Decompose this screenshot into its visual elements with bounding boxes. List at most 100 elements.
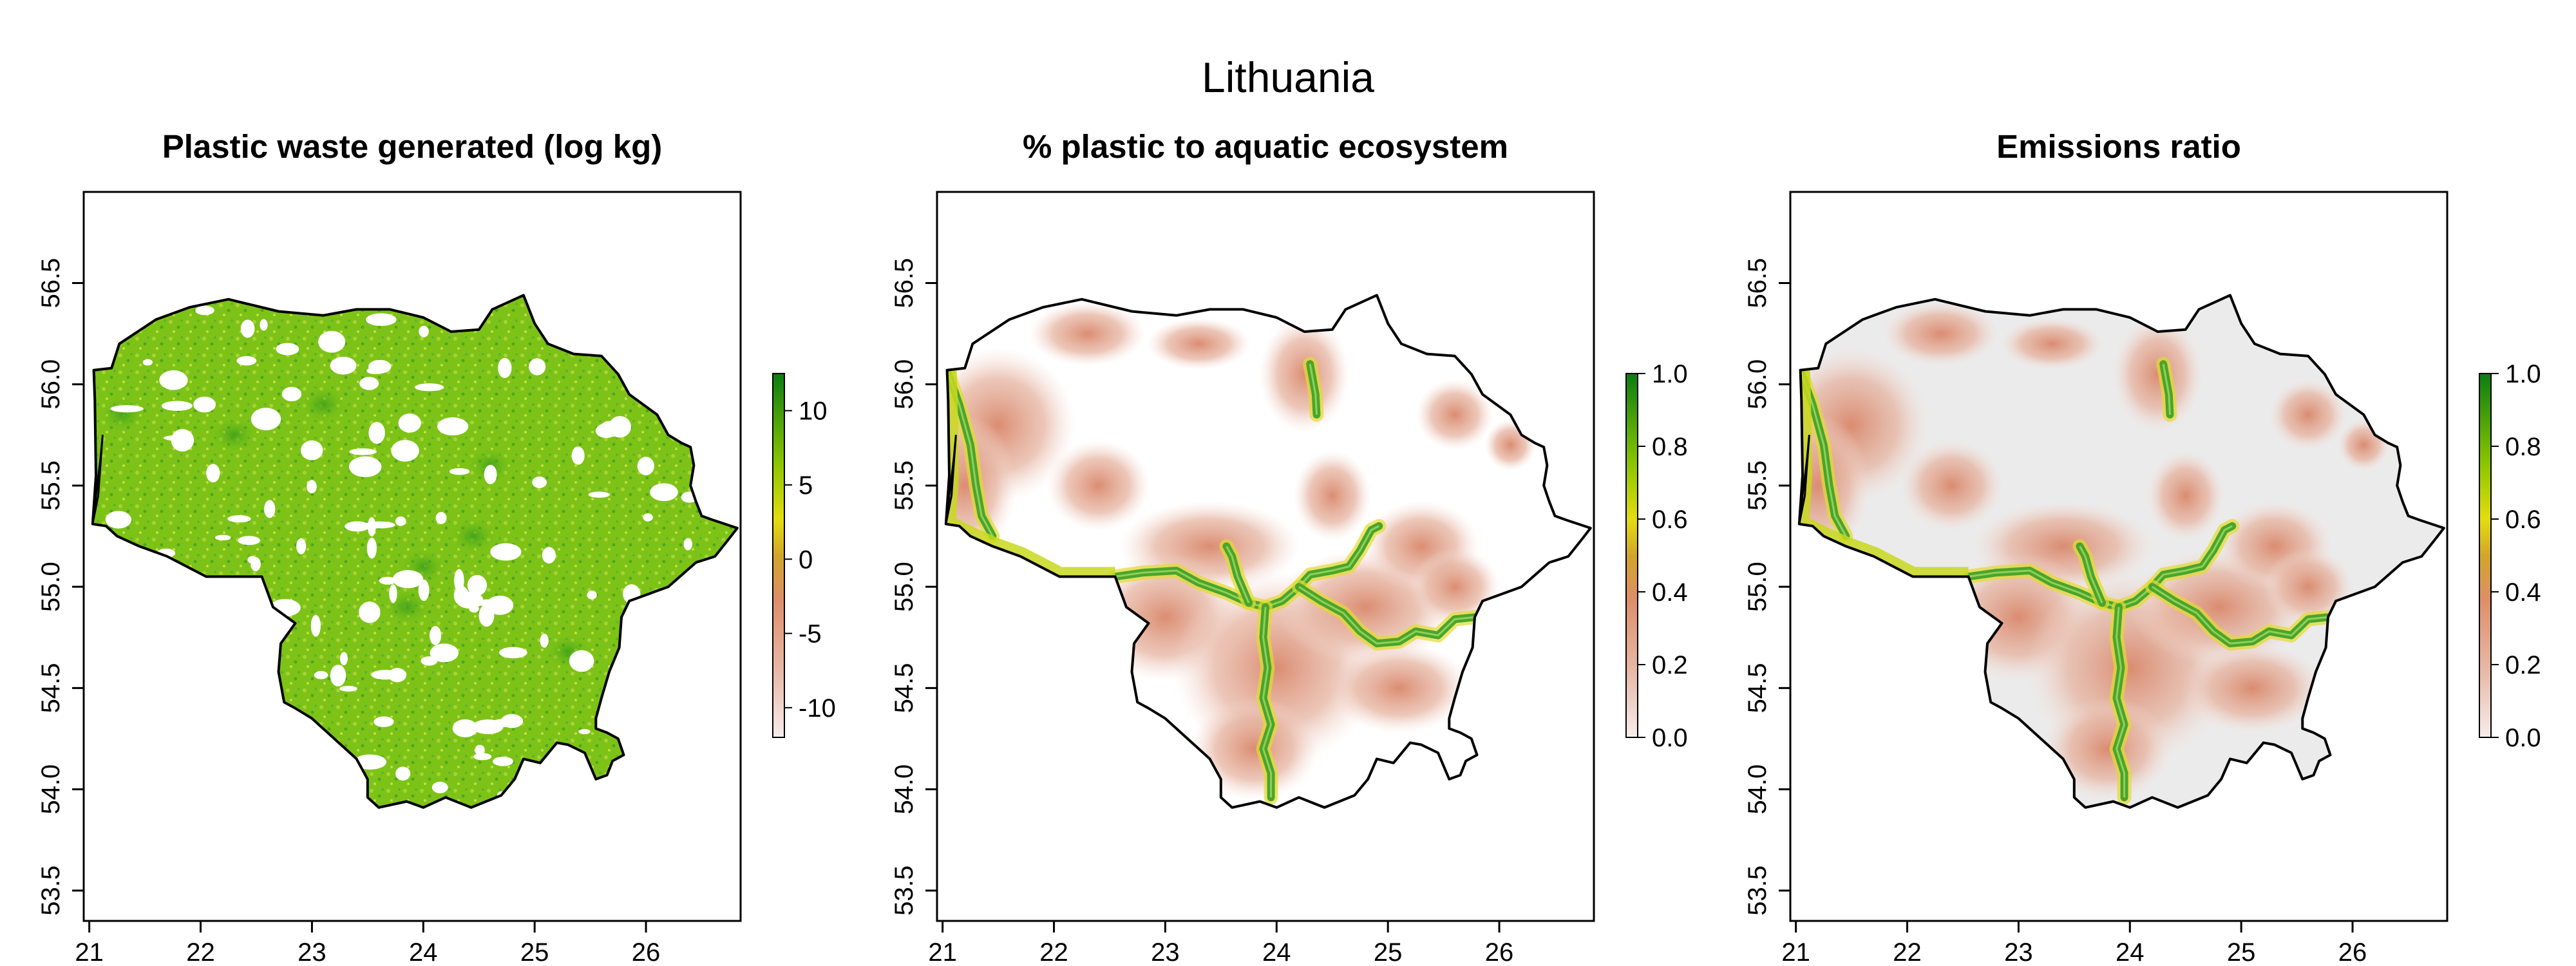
x-tick-label: 23 [2004, 938, 2033, 966]
raster-gap [339, 652, 348, 665]
x-tick-label: 24 [1262, 938, 1291, 966]
legend-tick-label: 0.6 [2505, 506, 2541, 534]
raster-gap [100, 642, 124, 649]
raster-gap [188, 786, 218, 808]
raster-gap [171, 429, 194, 452]
raster-gap [419, 325, 429, 337]
raster-gap [349, 448, 377, 455]
country-outline [944, 294, 1592, 809]
raster-gap [249, 678, 276, 686]
y-tick-label: 55.5 [1743, 460, 1772, 511]
raster-gap [238, 536, 261, 545]
x-tick-label: 26 [632, 938, 661, 966]
y-tick-label: 56.0 [37, 359, 65, 410]
raster-gap [605, 319, 625, 334]
raster-gap [110, 405, 144, 413]
x-tick-label: 21 [75, 938, 104, 966]
raster-hotspot [1189, 697, 1319, 800]
raster-gap [298, 776, 308, 795]
raster-hotspot [1029, 301, 1146, 366]
raster-gap [588, 491, 611, 498]
legend-tick-label: 0.4 [1652, 578, 1688, 607]
river-core [2152, 585, 2329, 645]
panel-emissions-ratio: 21 22 23 24 25 26 53.5 54.0 54.5 55.0 55.5 56.0 56.5… [1743, 191, 2541, 966]
x-tick-label: 25 [520, 938, 549, 966]
raster-gap [490, 543, 522, 561]
raster-gap [571, 446, 585, 465]
raster-gap [379, 576, 397, 585]
legend-tick-label: 0.0 [2505, 724, 2541, 752]
raster-gap [676, 631, 695, 645]
raster-gap [158, 574, 191, 583]
raster-gap [359, 377, 379, 390]
raster-hotspot [1882, 301, 1999, 366]
raster-gap [142, 359, 153, 366]
raster-gap [371, 670, 399, 680]
raster-gap [276, 343, 299, 355]
raster-gap [296, 743, 321, 752]
raster-gap [395, 516, 406, 526]
curonian-spit [945, 435, 957, 524]
raster-gap [198, 778, 209, 784]
country-outline [1797, 294, 2445, 809]
raster-gap [395, 766, 411, 781]
raster-gap [301, 440, 323, 460]
legend-tick-label: 1.0 [1652, 360, 1688, 388]
raster-gap [192, 763, 225, 786]
raster-gap [422, 298, 446, 319]
y-tick-label: 54.5 [37, 663, 65, 713]
raster-gap [594, 306, 622, 316]
raster-hotspot [1900, 440, 2003, 531]
raster-hotspot [2269, 379, 2347, 450]
raster-gap [654, 364, 682, 381]
raster-gap [339, 685, 357, 692]
raster-gap [260, 319, 268, 331]
raster-gap [475, 744, 485, 756]
raster-gap [599, 421, 625, 437]
raster-gap [348, 456, 382, 477]
raster-hotspot [2338, 419, 2390, 471]
raster-gap [542, 547, 556, 564]
raster-gap [368, 422, 385, 444]
y-tick-label: 56.0 [1743, 359, 1772, 410]
legend-colorbar [772, 373, 785, 738]
raster-gap [529, 358, 546, 375]
raster-gap [469, 605, 479, 613]
raster-gap [314, 670, 328, 679]
y-tick-label: 53.5 [37, 866, 65, 916]
raster-gap [431, 781, 448, 793]
plot-frame [1789, 191, 2448, 922]
river-core [1309, 364, 1318, 415]
raster-gap [493, 757, 514, 766]
raster-gap [454, 569, 464, 592]
raster-gap [330, 356, 357, 375]
legend-tick-label: 0.8 [1652, 433, 1688, 461]
x-tick-label: 21 [928, 938, 957, 966]
raster-gap [374, 716, 394, 728]
y-tick-label: 55.5 [37, 460, 65, 511]
country-outline [91, 294, 739, 809]
legend-tick-label: 0.8 [2505, 433, 2541, 461]
x-tick-label: 21 [1781, 938, 1810, 966]
raster-gap [484, 464, 497, 484]
y-tick-label: 56.0 [890, 359, 918, 410]
raster-gap [532, 476, 547, 488]
legend-percent-aquatic: 1.0 0.8 0.6 0.4 0.2 0.0 [1625, 360, 1688, 752]
river-core [2162, 364, 2171, 415]
raster-gap [637, 623, 652, 634]
raster-gap [184, 709, 199, 724]
panel-title-percent-aquatic: % plastic to aquatic ecosystem [1023, 128, 1508, 165]
legend-emissions-ratio: 1.0 0.8 0.6 0.4 0.2 0.0 [2479, 360, 2541, 752]
raster-gap [105, 511, 131, 529]
raster-hotspot [2000, 317, 2104, 370]
raster-gap [261, 620, 278, 629]
raster-gap [366, 537, 377, 559]
raster-gap [366, 313, 397, 327]
x-tick-label: 25 [2227, 938, 2256, 966]
x-tick-label: 23 [298, 938, 327, 966]
river-core [1968, 525, 2233, 609]
y-tick-label: 55.0 [890, 562, 918, 612]
raster-gap [330, 665, 346, 687]
y-tick-label: 55.0 [1743, 562, 1772, 612]
raster-gap [318, 330, 346, 353]
